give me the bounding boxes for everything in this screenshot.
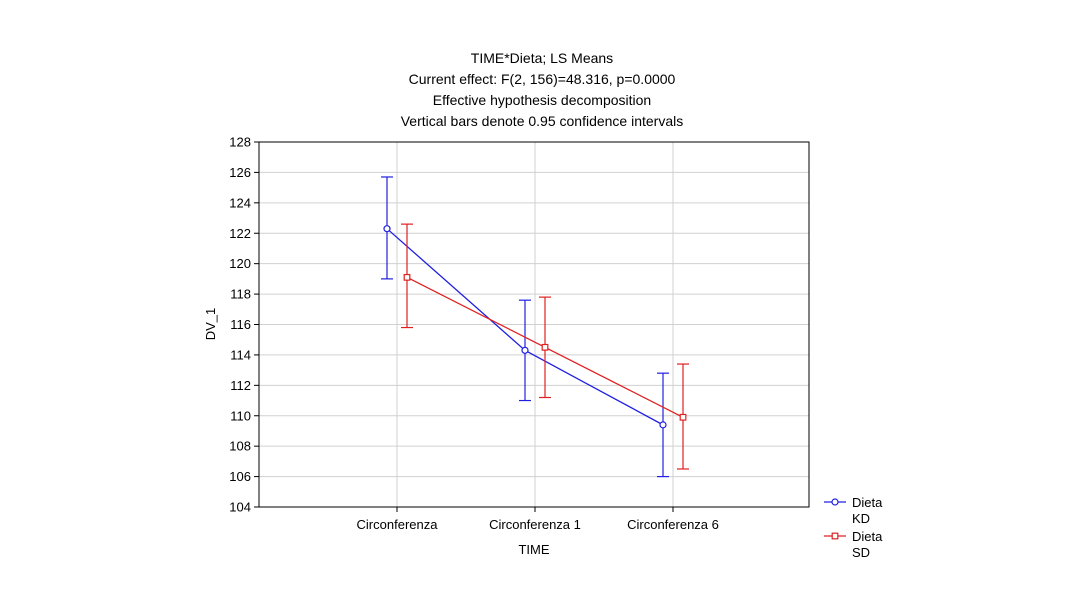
y-tick-label: 122 [229, 226, 251, 241]
data-point [541, 343, 549, 351]
series-sd [401, 223, 689, 470]
y-tick-label: 128 [229, 135, 251, 150]
y-tick-label: 118 [230, 287, 251, 302]
series-kd [381, 176, 669, 478]
y-tick-label: 110 [230, 408, 251, 423]
data-point [521, 346, 529, 354]
grid-lines [259, 142, 809, 507]
data-point [659, 421, 667, 429]
y-tick-label: 124 [229, 195, 251, 210]
legend-label: KD [852, 511, 870, 526]
y-tick-label: 112 [230, 378, 251, 393]
series-group [381, 176, 689, 478]
legend-marker [831, 498, 839, 506]
title-line-2: Current effect: F(2, 156)=48.316, p=0.00… [408, 71, 676, 87]
y-axis-ticks: 104 106 108 110 112 114 116 118 120 122 124 126 128 [229, 135, 259, 515]
title-line-4: Vertical bars denote 0.95 confidence int… [400, 113, 684, 129]
title-line-3: Effective hypothesis decomposition [432, 92, 652, 108]
x-axis-label: TIME [518, 542, 549, 557]
legend-label: Dieta [852, 529, 883, 544]
legend-label: Dieta [852, 495, 883, 510]
data-point [679, 413, 687, 421]
y-tick-label: 116 [230, 317, 251, 332]
legend-label: SD [852, 545, 870, 560]
y-tick-label: 114 [230, 347, 251, 362]
x-tick-label: Circonferenza 6 [627, 517, 719, 532]
y-tick-label: 120 [229, 256, 251, 271]
chart-title: TIME*Dieta; LS Means Current effect: F(2… [0, 48, 1084, 132]
x-tick-label: Circonferenza 1 [489, 517, 581, 532]
data-point [383, 225, 391, 233]
x-tick-label: Circonferenza [357, 517, 439, 532]
y-tick-label: 108 [229, 439, 251, 454]
legend-marker [831, 532, 839, 540]
title-line-1: TIME*Dieta; LS Means [470, 50, 614, 66]
y-tick-label: 104 [229, 500, 251, 515]
x-axis-ticks: Circonferenza Circonferenza 1 Circonferenz… [357, 507, 719, 532]
data-point [403, 273, 411, 281]
y-tick-label: 126 [229, 165, 251, 180]
y-tick-label: 106 [229, 469, 251, 484]
y-axis-label: DV_1 [203, 308, 218, 341]
